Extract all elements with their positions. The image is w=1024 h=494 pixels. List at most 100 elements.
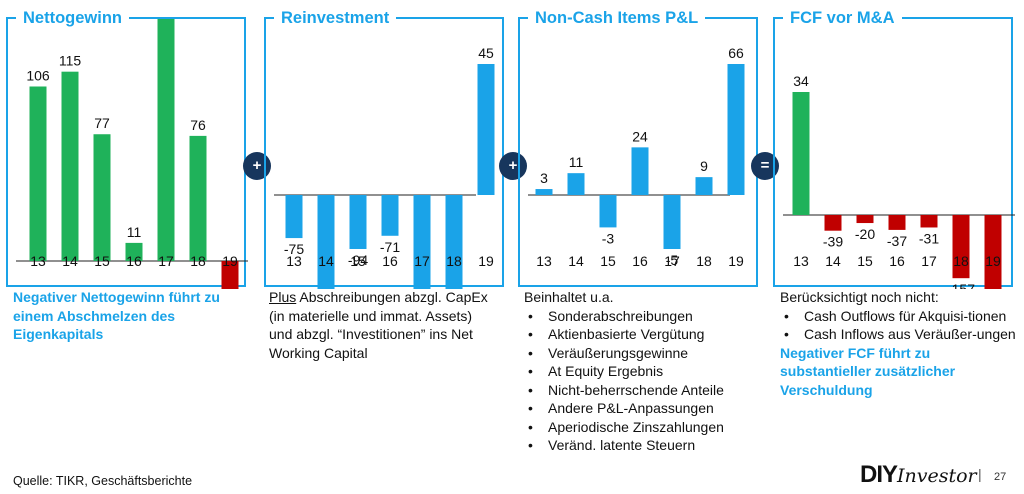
description-text: Negativer Nettogewinn führt zu einem Abs… — [13, 289, 220, 342]
tick-label: 19 — [478, 253, 494, 269]
data-label: -31 — [919, 230, 939, 246]
tick-label: 16 — [632, 253, 648, 269]
panel-reinvestment: Reinvestment -7513-16514-9415-7116-17217… — [264, 6, 504, 289]
tick-label: 15 — [600, 253, 616, 269]
tick-label: 17 — [414, 253, 430, 269]
description-intro: Berücksichtigt noch nicht: — [780, 289, 939, 305]
data-label: -37 — [887, 233, 907, 249]
description-plus: Plus — [269, 289, 297, 305]
bar — [856, 215, 874, 224]
tick-label: 18 — [953, 253, 969, 269]
description-intro: Beinhaltet u.a. — [524, 289, 614, 305]
list-item: Nicht-beherrschende Anteile — [524, 381, 764, 400]
list-item: Cash Inflows aus Veräußer-ungen — [780, 325, 1016, 344]
tick-label: 17 — [664, 253, 680, 269]
data-label: 76 — [190, 117, 206, 133]
data-label: -94 — [348, 252, 368, 268]
bar — [984, 215, 1002, 289]
tick-label: 14 — [318, 253, 334, 269]
data-label: -157 — [947, 281, 975, 289]
tick-label: 14 — [568, 253, 584, 269]
bar — [125, 242, 143, 261]
tick-label: 19 — [985, 253, 1001, 269]
list-item: Sonderabschreibungen — [524, 307, 764, 326]
data-label: 45 — [478, 45, 494, 61]
not-considered-list: Cash Outflows für Akquisi-tionen Cash In… — [780, 307, 1016, 344]
bar — [535, 189, 553, 195]
tick-label: 17 — [158, 253, 174, 269]
panel-title: Non-Cash Items P&L — [528, 6, 706, 30]
bar — [952, 215, 970, 279]
list-item: Aktienbasierte Vergütung — [524, 325, 764, 344]
plus-operator: + — [243, 152, 271, 180]
non-cash-items-list: Sonderabschreibungen Aktienbasierte Verg… — [524, 307, 764, 455]
bar — [189, 135, 207, 261]
panel-nettogewinn: Nettogewinn 106131151477151116147177618-… — [6, 6, 248, 289]
chart-nettogewinn: 106131151477151116147177618-43519 — [16, 19, 248, 289]
panel-fcf-vor-ma: FCF vor M&A 34 13 -39 14 -20 15 -37 16 -31 17 -157… — [773, 6, 1015, 289]
tick-label: 18 — [696, 253, 712, 269]
tick-label: 14 — [62, 253, 78, 269]
tick-label: 15 — [350, 253, 366, 269]
data-label: -3 — [602, 230, 615, 246]
data-label: 11 — [127, 224, 142, 240]
data-label: -20 — [855, 226, 875, 242]
bar — [631, 147, 649, 195]
data-label: 115 — [59, 53, 82, 69]
bar — [599, 195, 617, 228]
bar — [349, 195, 367, 249]
data-label: 106 — [26, 67, 50, 83]
list-item: Cash Outflows für Akquisi-tionen — [780, 307, 1016, 326]
bar — [61, 71, 79, 261]
bar — [792, 92, 810, 215]
bar — [727, 64, 745, 195]
data-label: -71 — [380, 239, 400, 255]
tick-label: 13 — [286, 253, 302, 269]
panel-non-cash-items: Non-Cash Items P&L 3 13 11 14 -3 15 24 16 -5 17 9 1… — [518, 6, 758, 287]
bar — [285, 195, 303, 239]
list-item: Veräußerungsgewinne — [524, 344, 764, 363]
tick-label: 18 — [446, 253, 462, 269]
list-item: Aperiodische Zinszahlungen — [524, 418, 764, 437]
data-label: 24 — [632, 128, 648, 144]
bar — [888, 215, 906, 230]
description-reinvestment: Plus Abschreibungen abzgl. CapEx (in mat… — [269, 288, 499, 362]
panel-title: Reinvestment — [274, 6, 397, 30]
tick-label: 16 — [889, 253, 905, 269]
bar — [157, 19, 175, 261]
data-label: 66 — [728, 45, 744, 61]
data-label: 77 — [94, 115, 110, 131]
bar — [381, 195, 399, 236]
description-non-cash-items: Beinhaltet u.a. Sonderabschreibungen Akt… — [524, 288, 764, 455]
tick-label: 18 — [190, 253, 206, 269]
tick-label: 17 — [921, 253, 937, 269]
bar — [221, 261, 239, 289]
bar — [824, 215, 842, 231]
bar — [93, 134, 111, 261]
description-note: Negativer FCF führt zu substantieller zu… — [780, 344, 956, 398]
tick-label: 19 — [728, 253, 744, 269]
tick-label: 15 — [857, 253, 873, 269]
tick-label: 16 — [126, 253, 142, 269]
bar — [445, 195, 463, 289]
bar — [29, 86, 47, 261]
list-item: Andere P&L-Anpassungen — [524, 399, 764, 418]
tick-label: 14 — [825, 253, 841, 269]
description-text: Abschreibungen abzgl. CapEx (in materiel… — [269, 289, 488, 361]
tick-label: 13 — [536, 253, 552, 269]
diy-investor-logo: DIYInvestor — [860, 461, 977, 490]
data-label: -39 — [823, 234, 843, 250]
bar — [413, 195, 431, 289]
tick-label: 15 — [94, 253, 110, 269]
bar — [695, 177, 713, 195]
tick-label: 13 — [793, 253, 809, 269]
data-label: 9 — [700, 158, 708, 174]
bar — [567, 173, 585, 195]
data-label: 11 — [569, 154, 584, 170]
bar — [477, 64, 495, 195]
list-item: Veränd. latente Steuern — [524, 436, 764, 455]
description-nettogewinn: Negativer Nettogewinn führt zu einem Abs… — [13, 288, 253, 344]
data-label: -75 — [284, 241, 304, 257]
panel-title: FCF vor M&A — [783, 6, 902, 30]
bar — [663, 195, 681, 249]
